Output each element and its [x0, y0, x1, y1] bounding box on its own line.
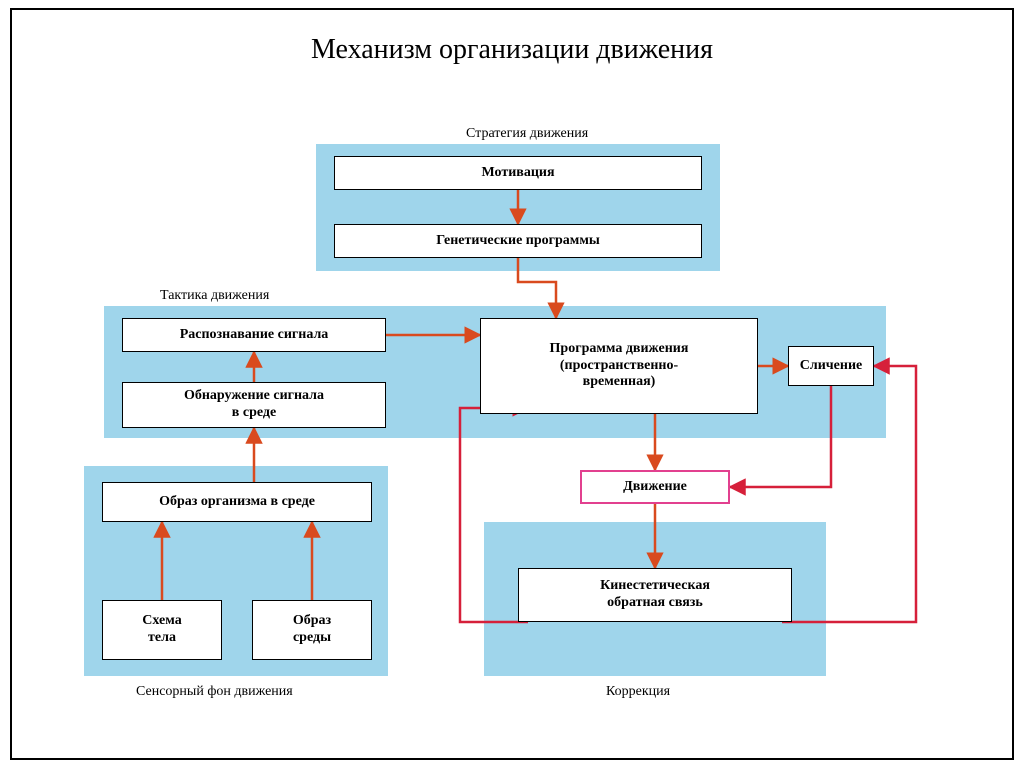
node-detect: Обнаружение сигналав среде [122, 382, 386, 428]
node-envimage: Образсреды [252, 600, 372, 660]
region-label-correction: Коррекция [606, 684, 670, 700]
node-movement: Движение [580, 470, 730, 504]
node-schema: Схематела [102, 600, 222, 660]
diagram-canvas: Стратегия движения Тактика движения Сенсор… [56, 122, 968, 720]
node-motivation: Мотивация [334, 156, 702, 190]
node-feedback: Кинестетическаяобратная связь [518, 568, 792, 622]
node-program: Программа движения(пространственно-време… [480, 318, 758, 414]
region-label-strategy: Стратегия движения [466, 126, 588, 142]
node-bodyimage: Образ организма в среде [102, 482, 372, 522]
node-genetics: Генетические программы [334, 224, 702, 258]
region-label-tactics: Тактика движения [160, 288, 269, 304]
node-compare: Сличение [788, 346, 874, 386]
node-recognize: Распознавание сигнала [122, 318, 386, 352]
region-label-sensory: Сенсорный фон движения [136, 684, 293, 700]
page-title: Механизм организации движения [0, 34, 1024, 66]
